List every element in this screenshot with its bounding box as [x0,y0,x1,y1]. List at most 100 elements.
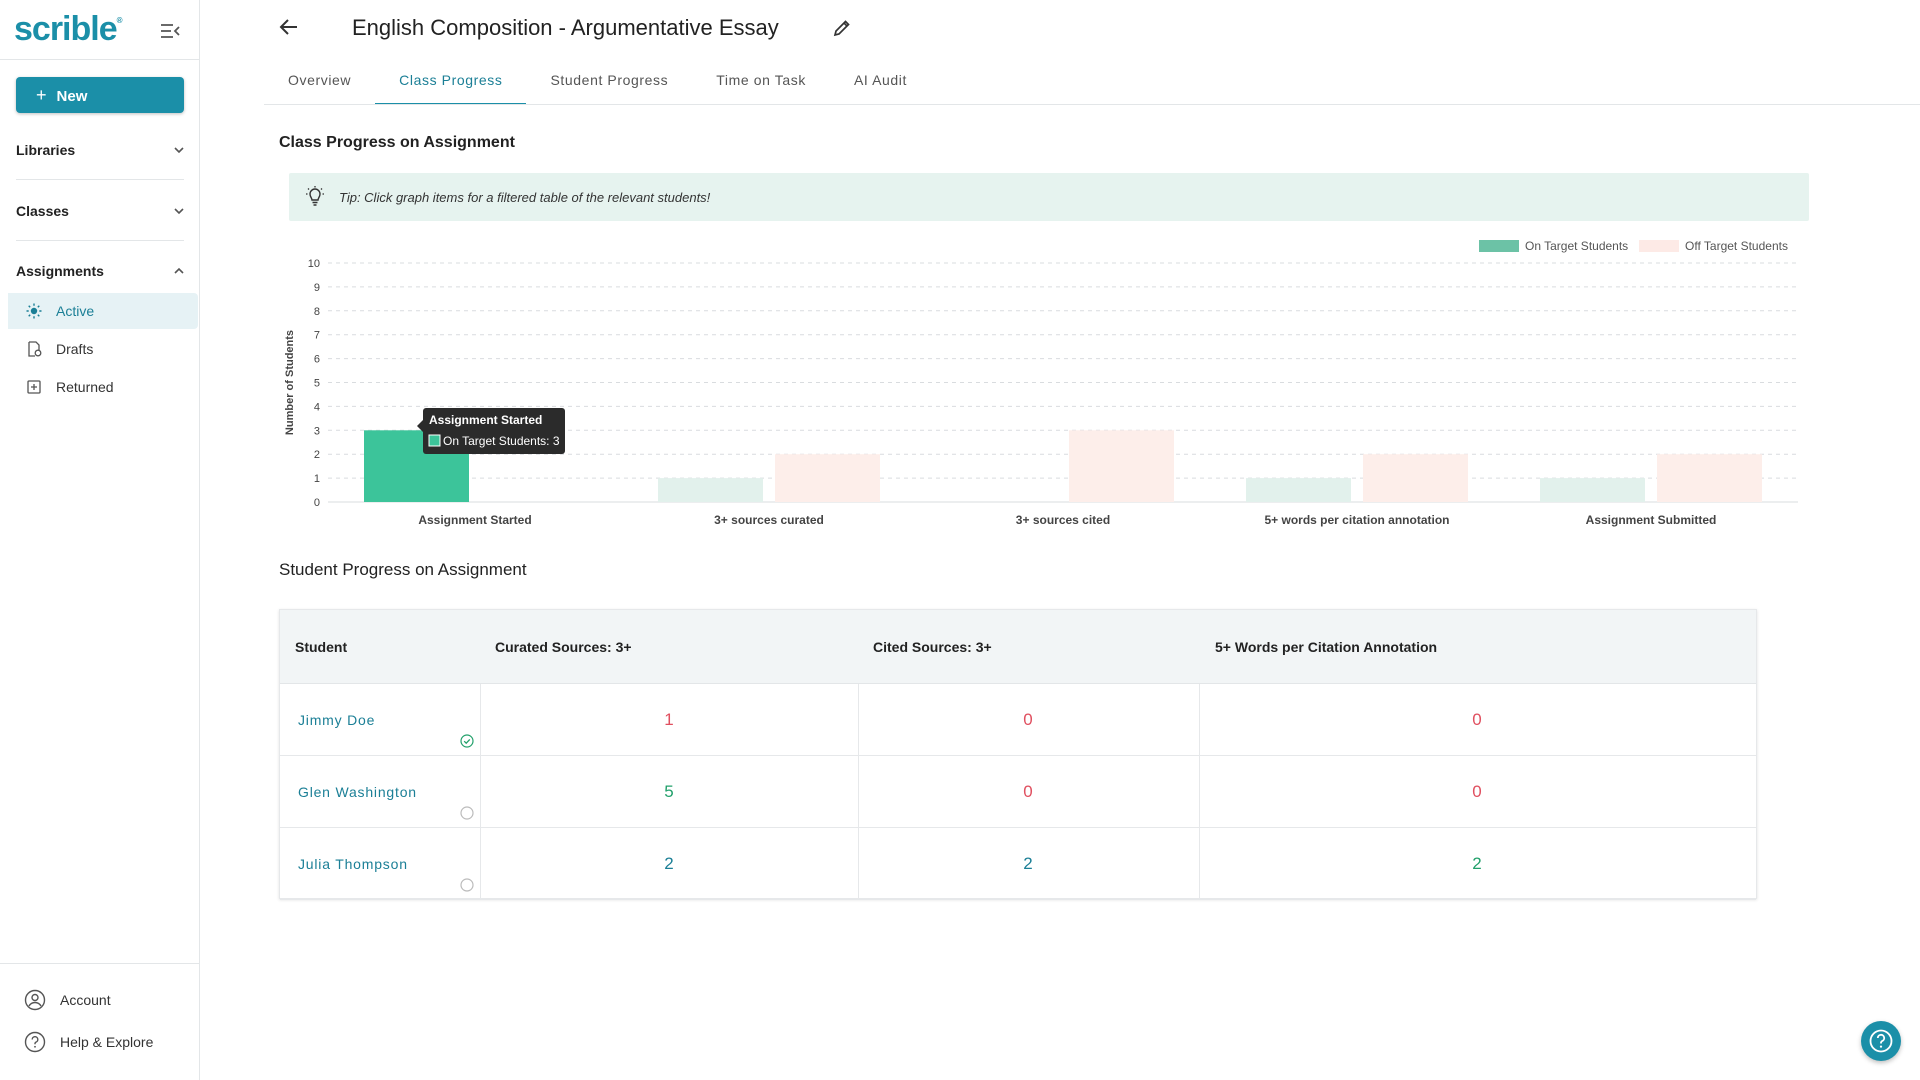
sidebar-item-returned[interactable]: Returned [8,369,198,405]
y-tick-label: 1 [314,473,320,485]
sidebar-divider [16,179,184,180]
y-tick-label: 9 [314,282,320,294]
x-tick-label: 5+ words per citation annotation [1264,513,1449,527]
y-tick-label: 0 [314,497,320,509]
legend-swatch [1479,240,1519,252]
drafts-icon [26,341,42,357]
x-tick-label: 3+ sources cited [1016,513,1110,527]
column-header-curated-sources[interactable]: Curated Sources: 3+ [495,639,632,655]
table-cell-value[interactable]: 1 [664,710,674,729]
tab-ai-audit[interactable]: AI Audit [853,72,908,88]
y-tick-label: 6 [314,354,320,366]
table-cell-value[interactable]: 2 [664,854,674,873]
tooltip-box [423,408,565,454]
collapse-sidebar-icon[interactable] [160,22,180,40]
legend-label: Off Target Students [1685,239,1788,253]
tab-student-progress[interactable]: Student Progress [550,72,669,88]
empty-circle-icon [460,878,474,892]
student-progress-title: Student Progress on Assignment [279,560,527,579]
help-explore-link[interactable]: Help & Explore [24,1027,153,1057]
chart-svg: 0 1 2 3 4 5 6 7 8 9 10 Number of Students Assignment… [284,239,1798,527]
sidebar: scrible® + New Libraries Classes Assignme… [0,0,200,1080]
student-name-link[interactable]: Jimmy Doe [298,712,376,728]
tip-banner: Tip: Click graph items for a filtered ta… [289,173,1809,221]
x-tick-label: Assignment Started [418,513,531,527]
legend-swatch [1639,240,1679,252]
app-logo[interactable]: scrible® [14,10,123,48]
check-circle-icon [460,734,474,748]
class-progress-chart: 0 1 2 3 4 5 6 7 8 9 10 Number of Students Assignment… [280,230,1820,540]
bar-on-target [1246,478,1351,502]
help-fab-button[interactable] [1861,1021,1901,1061]
chevron-down-icon [174,147,184,154]
tooltip-pointer [417,420,423,432]
sidebar-divider [16,240,184,241]
column-header-cited-sources[interactable]: Cited Sources: 3+ [873,639,992,655]
y-tick-label: 3 [314,425,320,437]
column-divider [480,684,481,900]
page-title: English Composition - Argumentative Essa… [352,15,779,40]
returned-icon [26,379,42,395]
table-cell-value[interactable]: 5 [664,782,674,801]
column-header-student[interactable]: Student [295,639,348,655]
tab-overview[interactable]: Overview [288,72,352,88]
bar-on-target [1540,478,1645,502]
account-link[interactable]: Account [24,985,111,1015]
y-tick-label: 7 [314,330,320,342]
column-divider [1199,684,1200,900]
x-tick-label: Assignment Submitted [1586,513,1717,527]
empty-circle-icon [460,806,474,820]
table-row: Julia Thompson 2 2 2 [280,828,1756,900]
sidebar-section-assignments[interactable]: Assignments [16,256,186,286]
table-cell-value[interactable]: 0 [1472,710,1482,729]
y-tick-label: 8 [314,306,320,318]
account-icon [24,989,46,1011]
tab-class-progress[interactable]: Class Progress [375,60,527,105]
tooltip-title: Assignment Started [429,413,542,427]
column-divider [858,684,859,900]
tab-time-on-task[interactable]: Time on Task [716,72,806,88]
x-tick-label: 3+ sources curated [714,513,824,527]
lightbulb-icon [303,185,327,209]
sun-icon [26,303,42,319]
tab-bar: Overview Class Progress Student Progress… [264,60,931,105]
student-name-link[interactable]: Julia Thompson [298,856,408,872]
table-cell-value[interactable]: 0 [1023,782,1033,801]
table-cell-value[interactable]: 0 [1472,782,1482,801]
tip-text: Tip: Click graph items for a filtered ta… [339,189,711,205]
y-tick-label: 4 [314,401,320,413]
bar-off-target [1657,454,1762,502]
table-cell-value[interactable]: 2 [1472,854,1482,873]
new-button[interactable]: + New [16,77,184,113]
table-cell-value[interactable]: 2 [1023,854,1033,873]
help-icon [24,1031,46,1053]
bar-on-target [658,478,763,502]
edit-pencil-icon[interactable] [832,18,852,38]
column-header-words-per-annotation[interactable]: 5+ Words per Citation Annotation [1215,639,1438,655]
table-header: Student Curated Sources: 3+ Cited Source… [280,610,1756,684]
y-axis-label: Number of Students [284,330,296,435]
sidebar-item-active[interactable]: Active [8,293,198,329]
bar-off-target [1069,430,1174,502]
bar-off-target [1363,454,1468,502]
bar-off-target [775,454,880,502]
chevron-up-icon [174,267,184,274]
y-tick-label: 2 [314,449,320,461]
sidebar-item-drafts[interactable]: Drafts [8,331,198,367]
tooltip-swatch [428,434,441,447]
sidebar-divider [0,963,199,964]
table-cell-value[interactable]: 0 [1023,710,1033,729]
student-name-link[interactable]: Glen Washington [298,784,417,800]
tabs-divider [264,104,1920,105]
class-progress-title: Class Progress on Assignment [279,134,515,151]
back-arrow-icon[interactable] [278,16,300,38]
chevron-down-icon [174,208,184,215]
help-icon [1869,1029,1893,1053]
sidebar-section-libraries[interactable]: Libraries [16,135,186,165]
student-progress-table: Student Curated Sources: 3+ Cited Source… [279,609,1757,900]
table-row: Glen Washington 5 0 0 [280,756,1756,828]
legend-label: On Target Students [1525,239,1628,253]
sidebar-section-classes[interactable]: Classes [16,196,186,226]
table-row: Jimmy Doe 1 0 0 [280,684,1756,756]
sidebar-divider [0,59,199,60]
